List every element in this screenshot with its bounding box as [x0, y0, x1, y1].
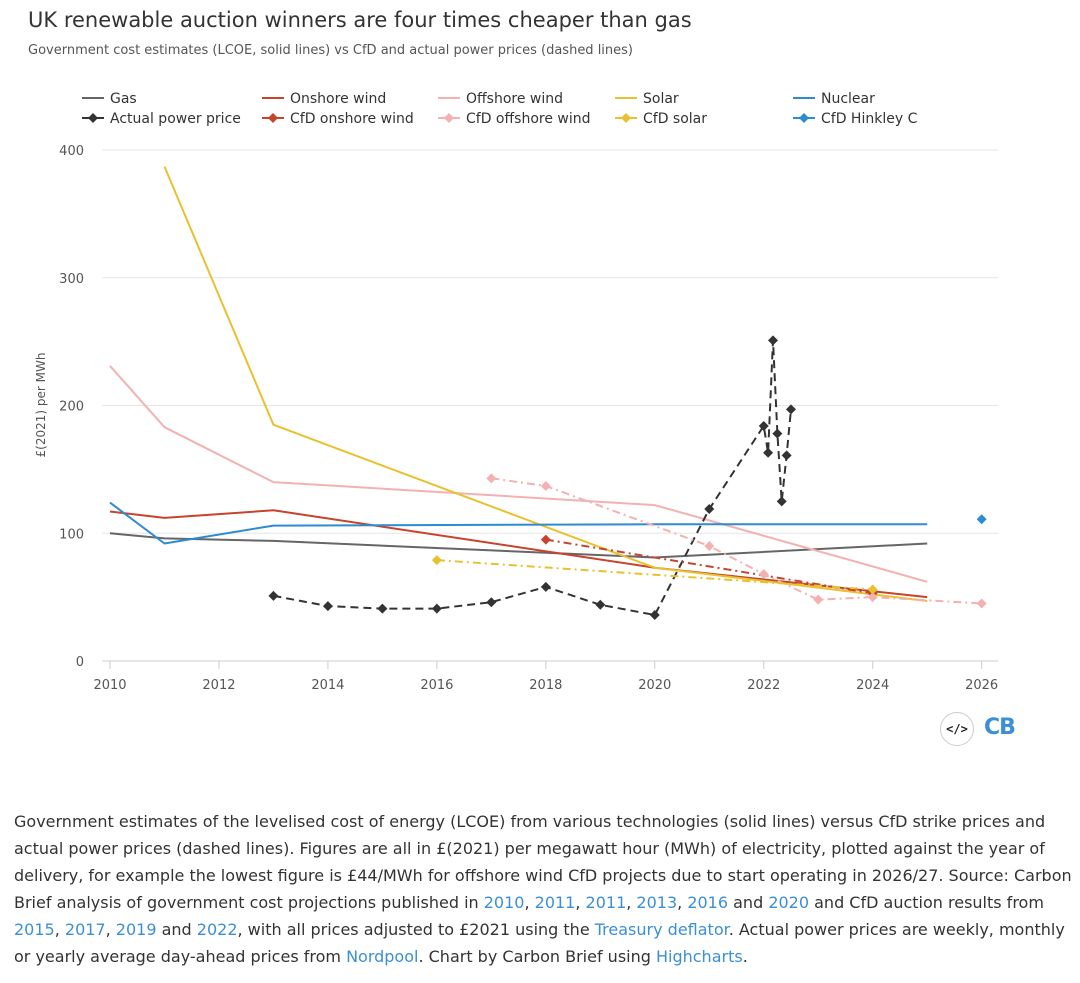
- caption-text: Government estimates of the levelised co…: [14, 812, 1072, 912]
- caption-text: . Chart by Carbon Brief using: [418, 947, 656, 966]
- data-point-actual-power-price: [781, 450, 792, 461]
- y-tick-label: 0: [76, 655, 84, 670]
- legend-marker-cfd-hinkley-c: [799, 113, 809, 123]
- x-tick-label: 2020: [638, 678, 671, 693]
- caption-text: .: [742, 947, 748, 966]
- chart-caption: Government estimates of the levelised co…: [14, 808, 1074, 970]
- data-point-actual-power-price: [268, 590, 279, 601]
- highcharts-link[interactable]: Highcharts: [655, 947, 743, 966]
- caption-separator: ,: [575, 893, 586, 912]
- x-tick-label: 2010: [93, 678, 126, 693]
- caption-separator: ,: [677, 893, 688, 912]
- auction-link-2022[interactable]: 2022: [196, 920, 238, 939]
- legend-label-gas: Gas: [110, 91, 137, 107]
- legend-label-onshore-wind: Onshore wind: [290, 91, 386, 107]
- x-tick-label: 2016: [420, 678, 453, 693]
- source-link-2013[interactable]: 2013: [636, 893, 678, 912]
- data-point-actual-power-price: [377, 603, 388, 614]
- series-line-cfd-solar: [436, 559, 873, 591]
- data-point-cfd-hinkley-c: [976, 514, 987, 525]
- y-tick-label: 200: [59, 400, 84, 415]
- series-line-cfd-onshore-wind: [545, 538, 873, 595]
- source-link-2016[interactable]: 2016: [687, 893, 729, 912]
- embed-code-icon[interactable]: </>: [940, 712, 974, 746]
- chart-title: UK renewable auction winners are four ti…: [28, 8, 692, 32]
- legend-label-cfd-solar: CfD solar: [643, 111, 707, 127]
- data-point-actual-power-price: [785, 404, 796, 415]
- caption-separator: ,: [626, 893, 637, 912]
- caption-text: . Actual power prices are weekly, monthl…: [14, 920, 1065, 966]
- auction-link-2019[interactable]: 2019: [115, 920, 157, 939]
- source-link-2010[interactable]: 2010: [483, 893, 525, 912]
- series-line-onshore-wind: [109, 509, 928, 599]
- y-tick-label: 100: [59, 527, 84, 542]
- data-point-cfd-offshore-wind: [758, 569, 769, 580]
- carbon-brief-logo[interactable]: </> CB: [940, 712, 1016, 746]
- source-link-2011-first[interactable]: 2011: [534, 893, 576, 912]
- source-link-2020[interactable]: 2020: [768, 893, 810, 912]
- data-point-actual-power-price: [768, 335, 779, 346]
- data-point-actual-power-price: [704, 503, 715, 514]
- legend-label-actual-power-price: Actual power price: [110, 111, 241, 127]
- data-point-cfd-offshore-wind: [813, 594, 824, 605]
- y-tick-label: 300: [59, 272, 84, 287]
- y-tick-label: 400: [59, 144, 84, 159]
- caption-text: and CfD auction results from: [809, 893, 1044, 912]
- y-axis-label: £(2021) per MWh: [34, 353, 48, 458]
- data-point-actual-power-price: [486, 597, 497, 608]
- caption-text: , with all prices adjusted to £2021 usin…: [237, 920, 595, 939]
- data-point-cfd-offshore-wind: [867, 592, 878, 603]
- caption-separator: and: [156, 920, 197, 939]
- legend-marker-cfd-solar: [621, 113, 631, 123]
- data-point-cfd-offshore-wind: [540, 480, 551, 491]
- data-point-cfd-offshore-wind: [704, 541, 715, 552]
- data-point-actual-power-price: [649, 610, 660, 621]
- legend-marker-cfd-offshore-wind: [444, 113, 454, 123]
- data-point-actual-power-price: [763, 447, 774, 458]
- data-point-cfd-onshore-wind: [540, 534, 551, 545]
- data-point-actual-power-price: [540, 581, 551, 592]
- auction-link-2015[interactable]: 2015: [14, 920, 55, 939]
- legend-label-cfd-offshore-wind: CfD offshore wind: [466, 111, 591, 127]
- legend-marker-actual-power-price: [88, 113, 98, 123]
- legend-label-offshore-wind: Offshore wind: [466, 91, 563, 107]
- caption-separator: ,: [54, 920, 65, 939]
- x-tick-label: 2026: [965, 678, 998, 693]
- caption-separator: ,: [524, 893, 535, 912]
- nordpool-link[interactable]: Nordpool: [346, 947, 419, 966]
- treasury-deflator-link[interactable]: Treasury deflator: [594, 920, 729, 939]
- line-chart: 0 100 200 300 400 2010 2012 2014 2016 2018 2020 202…: [34, 91, 998, 693]
- cb-logo-text: CB: [984, 715, 1016, 740]
- legend-marker-cfd-onshore-wind: [268, 113, 278, 123]
- legend-label-solar: Solar: [643, 91, 679, 107]
- data-point-actual-power-price: [595, 599, 606, 610]
- auction-link-2017[interactable]: 2017: [64, 920, 106, 939]
- caption-separator: and: [728, 893, 769, 912]
- x-tick-label: 2014: [311, 678, 344, 693]
- data-point-actual-power-price: [322, 601, 333, 612]
- data-point-actual-power-price: [758, 420, 769, 431]
- x-tick-label: 2022: [747, 678, 780, 693]
- data-point-actual-power-price: [772, 428, 783, 439]
- data-point-cfd-offshore-wind: [486, 473, 497, 484]
- legend-label-cfd-onshore-wind: CfD onshore wind: [290, 111, 414, 127]
- series-line-nuclear: [109, 501, 928, 545]
- x-tick-label: 2012: [202, 678, 235, 693]
- legend-label-cfd-hinkley-c: CfD Hinkley C: [821, 111, 918, 127]
- source-link-2011-second[interactable]: 2011: [585, 893, 627, 912]
- series-line-gas: [109, 532, 928, 559]
- caption-separator: ,: [105, 920, 116, 939]
- series-line-cfd-offshore-wind: [491, 477, 982, 605]
- chart-subtitle: Government cost estimates (LCOE, solid l…: [28, 43, 634, 58]
- data-point-actual-power-price: [431, 603, 442, 614]
- x-tick-label: 2024: [856, 678, 889, 693]
- data-point-cfd-solar: [431, 555, 442, 566]
- data-point-actual-power-price: [776, 496, 787, 507]
- x-tick-label: 2018: [529, 678, 562, 693]
- data-point-cfd-offshore-wind: [976, 598, 987, 609]
- data-point-cfd-solar: [867, 584, 878, 595]
- legend-label-nuclear: Nuclear: [821, 91, 875, 107]
- series-line-offshore-wind: [109, 365, 928, 583]
